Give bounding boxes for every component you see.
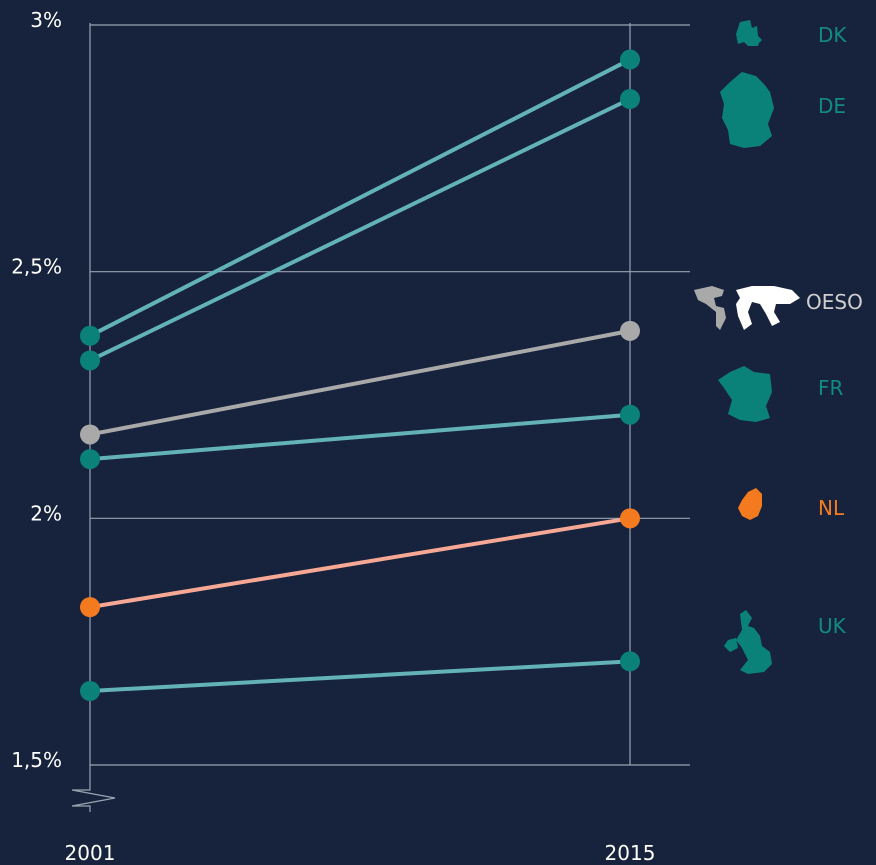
data-point-fr-2001 <box>80 449 100 470</box>
y-tick-label: 1,5% <box>11 748 62 772</box>
data-point-dk-2015 <box>620 49 640 70</box>
data-point-oeso-2015 <box>620 320 640 341</box>
legend-label-oeso: OESO <box>806 290 863 314</box>
world-map-icon <box>736 286 800 330</box>
data-point-fr-2015 <box>620 404 640 425</box>
series-line-fr <box>88 412 632 462</box>
series-line-oeso <box>88 328 632 437</box>
x-tick-label: 2015 <box>605 841 656 865</box>
series-line-dk <box>88 57 632 338</box>
series-line-uk <box>88 659 632 693</box>
series-line-nl <box>88 516 632 610</box>
uk-map-icon <box>724 610 772 674</box>
legend-label-nl: NL <box>818 496 845 520</box>
denmark-map-icon <box>736 20 762 46</box>
y-tick-label: 3% <box>30 8 62 32</box>
germany-map-icon <box>720 72 774 148</box>
data-point-nl-2015 <box>620 508 640 529</box>
data-point-uk-2015 <box>620 651 640 672</box>
data-point-dk-2001 <box>80 325 100 346</box>
legend-label-dk: DK <box>818 23 847 47</box>
data-point-oeso-2001 <box>80 424 100 445</box>
series-line-de <box>88 97 632 363</box>
france-map-icon <box>718 366 772 422</box>
world-map-americas-icon <box>694 286 726 330</box>
data-point-nl-2001 <box>80 597 100 618</box>
data-point-de-2001 <box>80 350 100 371</box>
x-tick-label: 2001 <box>65 841 116 865</box>
data-point-uk-2001 <box>80 681 100 701</box>
netherlands-map-icon <box>738 488 762 520</box>
y-tick-label: 2,5% <box>11 255 62 279</box>
legend-label-uk: UK <box>818 614 847 638</box>
legend-label-de: DE <box>818 94 846 118</box>
legend-label-fr: FR <box>818 376 844 400</box>
axis-break-mark <box>71 765 116 812</box>
y-tick-label: 2% <box>30 501 62 525</box>
data-point-de-2015 <box>620 89 640 109</box>
